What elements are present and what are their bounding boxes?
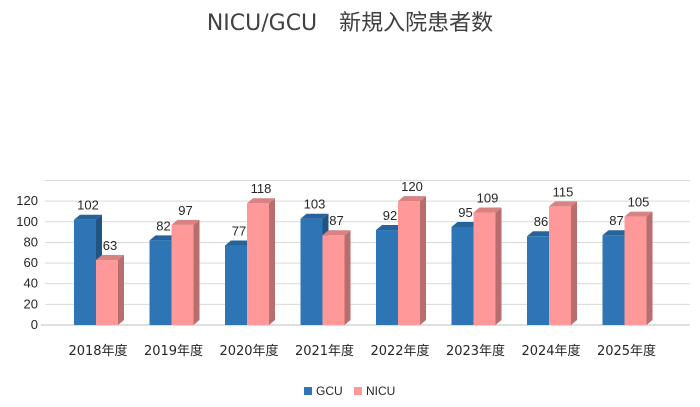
data-label-gcu: 87	[609, 213, 623, 228]
bar-top	[149, 235, 178, 241]
y-tick-label: 60	[24, 255, 38, 270]
bar-top	[624, 211, 653, 217]
legend-label-nicu: NICU	[366, 384, 395, 398]
bar-top	[451, 221, 480, 227]
bar-top	[247, 198, 275, 204]
data-label-gcu: 82	[156, 218, 170, 233]
bar-nicu	[171, 219, 200, 325]
bar-front	[74, 219, 96, 325]
bar-front	[247, 203, 269, 325]
legend-swatch-gcu	[304, 387, 312, 395]
y-tick-label: 0	[31, 317, 38, 332]
bar-side	[269, 198, 275, 325]
bar-top	[74, 214, 102, 220]
x-axis: 2018年度 2019年度 2020年度 2021年度 2022年度 2023年度 2024…	[68, 343, 656, 359]
data-label-gcu: 103	[304, 197, 326, 212]
y-tick-label: 20	[24, 296, 38, 311]
bar-nicu	[322, 230, 351, 325]
bar-nicu	[398, 196, 426, 325]
bar-front	[527, 236, 549, 325]
bar-side	[344, 230, 351, 325]
bar-front	[171, 224, 194, 325]
data-label-nicu: 120	[401, 179, 423, 194]
legend-swatch-nicu	[354, 387, 362, 395]
data-label-nicu: 118	[251, 181, 272, 196]
bar-top	[473, 207, 502, 213]
bar-side	[646, 211, 653, 325]
data-label-nicu: 115	[553, 184, 574, 199]
x-tick-label: 2024年度	[521, 343, 580, 359]
y-tick-label: 40	[24, 276, 38, 291]
data-label-gcu: 77	[232, 224, 246, 239]
x-tick-label: 2018年度	[68, 343, 127, 359]
bar-top	[300, 213, 329, 219]
y-tick-label: 120	[16, 193, 38, 208]
bar-front	[96, 259, 118, 325]
bar-front	[451, 226, 474, 325]
bar-top	[96, 254, 124, 260]
bar-nicu	[624, 211, 653, 325]
bar-nicu	[247, 198, 275, 325]
x-tick-label: 2020年度	[219, 343, 278, 359]
bar-top	[225, 240, 253, 246]
bar-front	[602, 235, 625, 325]
bar-top	[602, 230, 631, 236]
bar-front	[300, 218, 323, 325]
x-tick-label: 2021年度	[295, 343, 354, 359]
bar-front	[624, 216, 647, 325]
x-tick-label: 2019年度	[144, 343, 203, 359]
bar-front	[149, 240, 172, 325]
bar-nicu	[96, 254, 124, 325]
bar-top	[376, 225, 404, 231]
data-label-gcu: 95	[458, 205, 472, 220]
x-tick-label: 2025年度	[597, 343, 656, 359]
data-label-gcu: 102	[77, 198, 99, 213]
data-label-nicu: 109	[477, 191, 499, 206]
bar-front	[398, 201, 420, 325]
data-label-nicu: 87	[329, 213, 343, 228]
legend-label-gcu: GCU	[316, 384, 343, 398]
bar-top	[322, 230, 351, 236]
data-label-nicu: 63	[103, 238, 117, 253]
bar-top	[398, 196, 426, 202]
x-tick-label: 2023年度	[446, 343, 505, 359]
y-tick-label: 80	[24, 234, 38, 249]
data-label-nicu: 105	[628, 195, 650, 210]
bar-nicu	[473, 207, 502, 325]
bar-front	[549, 206, 571, 325]
bar-nicu	[549, 201, 577, 325]
y-tick-label: 100	[16, 214, 38, 229]
bar-front	[225, 245, 247, 325]
bar-side	[118, 254, 124, 325]
bar-side	[193, 219, 200, 325]
data-label-gcu: 92	[383, 208, 397, 223]
bar-top	[527, 231, 555, 237]
bar-front	[322, 235, 345, 325]
bar-side	[420, 196, 426, 325]
bar-top	[549, 201, 577, 207]
y-axis: 0 20 40 60 80 100 120	[16, 193, 38, 332]
x-tick-label: 2022年度	[370, 343, 429, 359]
chart-title: NICU/GCU 新規入院患者数	[207, 11, 493, 36]
data-label-nicu: 97	[178, 203, 192, 218]
bar-top	[171, 219, 200, 225]
bar-front	[473, 212, 496, 325]
bar-side	[495, 207, 502, 325]
legend: GCU NICU	[304, 384, 395, 398]
data-label-gcu: 86	[534, 214, 548, 229]
bar-gcu	[74, 214, 102, 325]
bar-front	[376, 230, 398, 325]
bar-side	[571, 201, 577, 325]
bars	[74, 196, 653, 325]
gridlines	[41, 180, 690, 326]
